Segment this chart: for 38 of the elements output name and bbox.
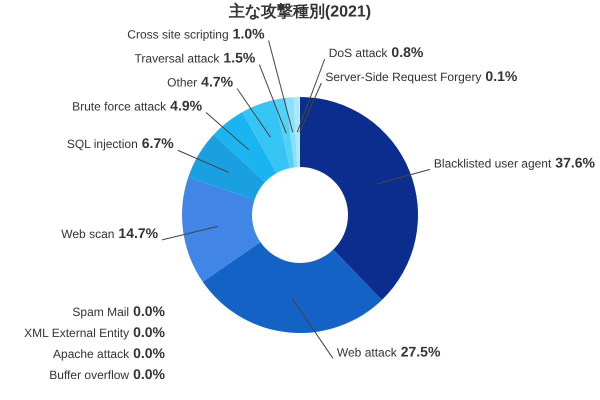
donut-slice: [188, 134, 265, 200]
slice-label: Server-Side Request Forgery: [325, 70, 482, 84]
slice-label: Web attack: [336, 345, 398, 360]
text: 0.0%: [133, 303, 165, 319]
donut-slice: [293, 97, 300, 168]
donut-slice: [242, 100, 290, 174]
category-label: Apache attack: [53, 347, 130, 361]
data-label: 27.5%: [400, 343, 441, 360]
slice-label: Traversal attack: [134, 52, 220, 66]
data-label: 4.9%: [170, 98, 203, 114]
slice-label: DoS attack: [328, 46, 388, 60]
slice-label: Web scan: [61, 226, 114, 241]
data-label: 1.0%: [232, 26, 266, 42]
data-label: 0.8%: [391, 44, 424, 60]
slice-label: Blacklisted user agent: [434, 156, 552, 170]
slice-label: SQL injection: [66, 137, 138, 152]
data-label: 6.7%: [142, 135, 174, 152]
data-label: 4.7%: [201, 74, 234, 90]
category-label: Spam Mail: [72, 305, 130, 319]
donut-slice: [214, 112, 277, 182]
category-label: XML External Entity: [24, 326, 130, 340]
donut-slice: [300, 97, 418, 300]
donut-slice: [202, 242, 382, 333]
text: 0.0%: [133, 345, 165, 361]
slice-label: Brute force attack: [72, 100, 168, 114]
text: 0.0%: [133, 324, 165, 340]
category-label: Buffer overflow: [49, 368, 130, 382]
data-label: 1.5%: [223, 50, 256, 66]
donut-slice: [286, 97, 298, 168]
data-label: 0.1%: [485, 68, 518, 84]
chart-title: 主な攻撃種別(2021): [228, 2, 372, 21]
slice-label: Cross site scripting: [127, 28, 229, 42]
text: 0.0%: [133, 366, 165, 382]
donut-slice: [274, 98, 294, 168]
slice-label: Other: [167, 76, 198, 90]
data-label: 14.7%: [118, 224, 159, 241]
data-label: 37.6%: [555, 154, 596, 170]
donut-slice: [182, 177, 260, 282]
